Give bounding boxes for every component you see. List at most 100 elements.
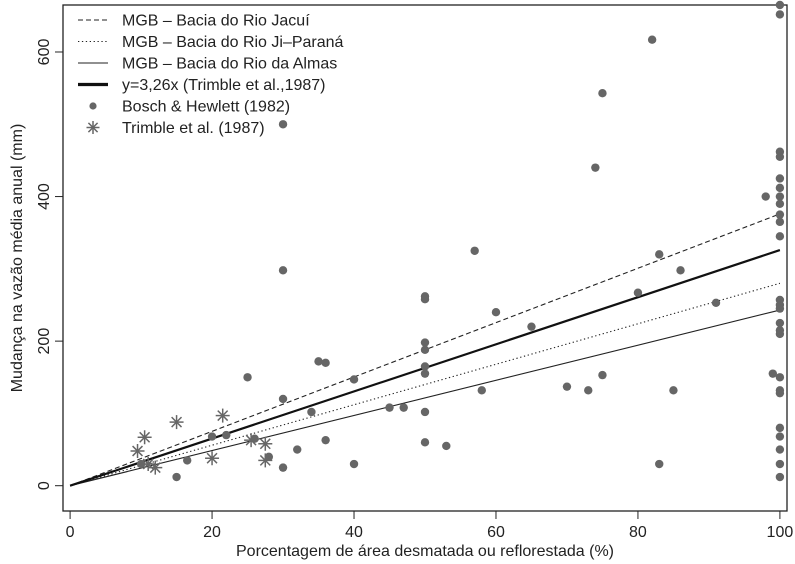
- point-bosch-hewlett: [598, 88, 607, 98]
- point-bosch-hewlett: [477, 386, 486, 395]
- y-tick-label: 400: [36, 183, 53, 210]
- point-bosch-hewlett: [420, 438, 430, 447]
- x-axis-label: Porcentagem de área desmatada ou reflore…: [236, 543, 614, 560]
- point-trimble: [205, 451, 220, 466]
- legend-item-mgb-bacia-do-rio-da-almas: MGB – Bacia do Rio da Almas: [78, 56, 337, 73]
- x-tick-label: 40: [345, 524, 363, 541]
- point-bosch-hewlett: [775, 217, 785, 227]
- point-bosch-hewlett: [775, 388, 785, 398]
- point-bosch-hewlett: [775, 329, 785, 339]
- point-bosch-hewlett: [562, 382, 572, 391]
- point-bosch-hewlett: [633, 288, 643, 297]
- point-bosch-hewlett: [399, 403, 408, 412]
- y-axis-label: Mudança na vazão média anual (mm): [9, 124, 26, 393]
- point-bosch-hewlett: [768, 369, 778, 378]
- point-bosch-hewlett: [775, 174, 785, 183]
- x-tick-label: 0: [66, 524, 75, 541]
- point-bosch-hewlett: [321, 358, 330, 368]
- point-bosch-hewlett: [775, 183, 785, 193]
- point-trimble: [169, 415, 184, 430]
- line-mgb-bacia-do-rio-da-almas: [69, 309, 781, 487]
- point-bosch-hewlett: [314, 357, 323, 366]
- point-bosch-hewlett: [470, 246, 479, 255]
- point-bosch-hewlett: [420, 295, 430, 304]
- point-bosch-hewlett: [655, 459, 664, 469]
- legend-label: Bosch & Hewlett (1982): [122, 99, 290, 116]
- point-bosch-hewlett: [711, 298, 721, 308]
- point-bosch-hewlett: [278, 463, 288, 472]
- legend-item-mgb-bacia-do-rio-jacui: MGB – Bacia do Rio Jacuí: [78, 13, 310, 30]
- point-trimble: [137, 430, 152, 445]
- point-bosch-hewlett: [775, 152, 785, 161]
- y-tick-label: 200: [36, 328, 53, 355]
- point-bosch-hewlett: [420, 362, 430, 371]
- point-bosch-hewlett: [293, 445, 302, 454]
- x-tick-label: 60: [487, 524, 505, 541]
- point-bosch-hewlett: [591, 163, 600, 172]
- legend-label: MGB – Bacia do Rio Jacuí: [122, 13, 310, 30]
- point-bosch-hewlett: [669, 386, 678, 395]
- point-bosch-hewlett: [775, 472, 785, 482]
- point-bosch-hewlett: [243, 373, 252, 382]
- y-axis: 0 200 400 600: [36, 39, 64, 490]
- point-trimble: [258, 436, 273, 451]
- legend-label: MGB – Bacia do Rio Ji–Paraná: [122, 34, 344, 51]
- point-bosch-hewlett: [136, 459, 146, 469]
- x-tick-label: 100: [767, 524, 794, 541]
- point-bosch-hewlett: [420, 345, 430, 355]
- point-bosch-hewlett: [775, 0, 785, 10]
- point-bosch-hewlett: [775, 192, 785, 201]
- point-bosch-hewlett: [172, 472, 181, 482]
- point-bosch-hewlett: [655, 250, 664, 259]
- point-bosch-hewlett: [775, 373, 785, 382]
- point-bosch-hewlett: [278, 266, 288, 275]
- point-bosch-hewlett: [761, 192, 770, 201]
- point-bosch-hewlett: [321, 435, 330, 445]
- x-tick-label: 20: [203, 524, 221, 541]
- legend-label: Trimble et al. (1987): [122, 120, 265, 137]
- point-bosch-hewlett: [775, 10, 785, 19]
- point-bosch-hewlett: [775, 445, 785, 454]
- point-trimble: [258, 453, 273, 468]
- y-tick-label: 600: [36, 39, 53, 66]
- point-bosch-hewlett: [183, 456, 192, 465]
- point-trimble: [130, 444, 145, 459]
- point-bosch-hewlett: [775, 423, 785, 433]
- legend-item-mgb-bacia-do-rio-ji-parana: MGB – Bacia do Rio Ji–Paraná: [78, 34, 344, 51]
- legend-label: MGB – Bacia do Rio da Almas: [122, 56, 337, 73]
- point-bosch-hewlett: [598, 370, 607, 380]
- point-bosch-hewlett: [491, 308, 501, 317]
- point-bosch-hewlett: [278, 120, 288, 129]
- point-bosch-hewlett: [676, 266, 685, 275]
- point-bosch-hewlett: [647, 35, 657, 44]
- point-bosch-hewlett: [775, 199, 785, 208]
- legend-label: y=3,26x (Trimble et al.,1987): [122, 77, 326, 94]
- legend-item-y-3-26x-trimble-et-al-1987: y=3,26x (Trimble et al.,1987): [78, 77, 326, 94]
- line-mgb-bacia-do-rio-ji-parana: [69, 282, 781, 487]
- point-bosch-hewlett: [420, 369, 430, 378]
- point-bosch-hewlett: [775, 432, 785, 441]
- point-trimble: [244, 433, 259, 448]
- point-bosch-hewlett: [775, 232, 785, 241]
- point-bosch-hewlett: [222, 430, 231, 440]
- point-bosch-hewlett: [775, 304, 785, 313]
- x-axis: 0 20 40 60 80 100: [66, 510, 794, 541]
- point-bosch-hewlett: [207, 432, 217, 441]
- point-bosch-hewlett: [584, 386, 593, 395]
- point-trimble: [215, 408, 230, 423]
- legend-swatch: [89, 102, 97, 110]
- point-bosch-hewlett: [349, 459, 359, 469]
- x-tick-label: 80: [629, 524, 647, 541]
- legend-item-trimble-et-al-1987: Trimble et al. (1987): [86, 120, 265, 137]
- point-bosch-hewlett: [420, 338, 430, 347]
- legend: MGB – Bacia do Rio Jacuí MGB – Bacia do R…: [78, 13, 344, 137]
- legend-swatch: [86, 121, 100, 134]
- point-bosch-hewlett: [442, 441, 451, 451]
- point-trimble: [148, 460, 163, 475]
- point-bosch-hewlett: [775, 318, 785, 328]
- point-bosch-hewlett: [385, 403, 394, 412]
- point-bosch-hewlett: [527, 322, 536, 331]
- point-bosch-hewlett: [349, 375, 359, 384]
- point-bosch-hewlett: [775, 459, 785, 469]
